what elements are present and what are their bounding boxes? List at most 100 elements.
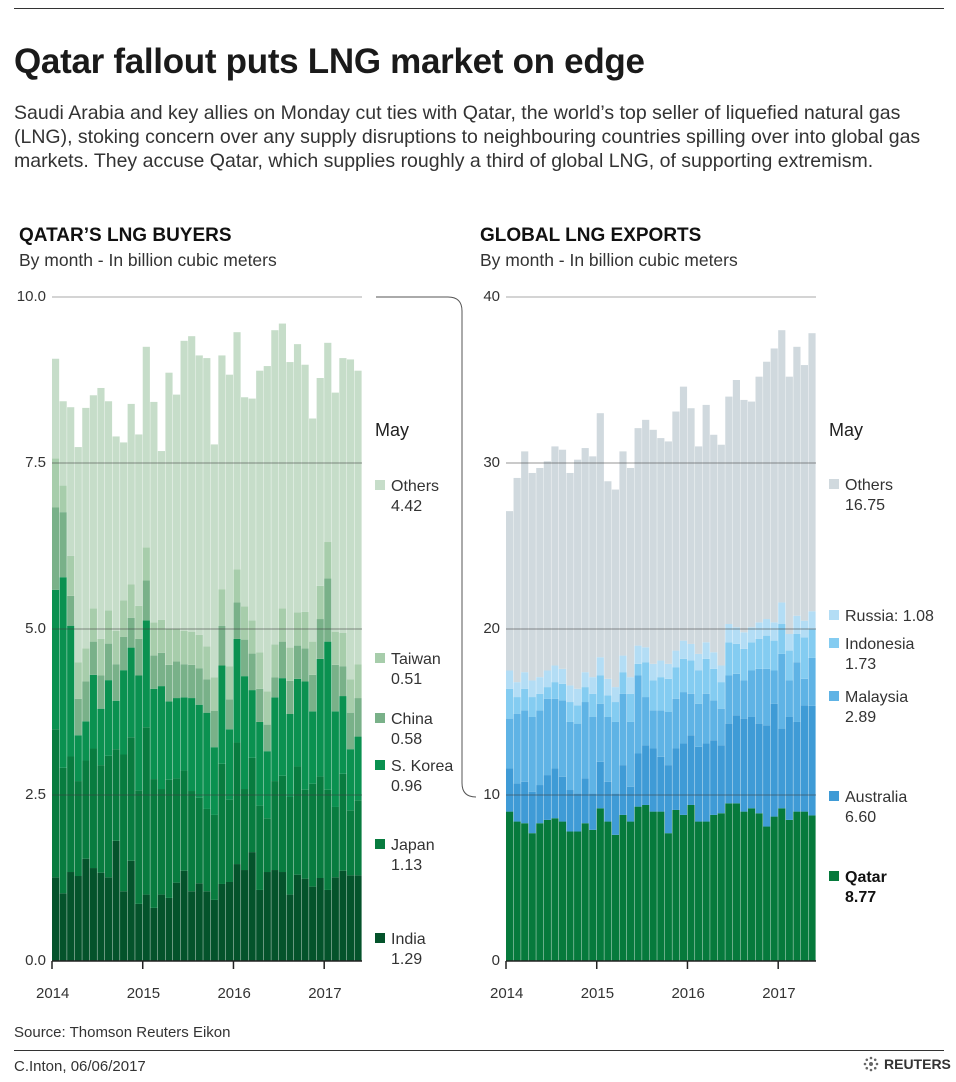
- left-legend-title: May: [375, 420, 410, 440]
- legend-label: Malaysia: [845, 689, 909, 706]
- legend-swatch: [829, 479, 839, 489]
- bar-segment-qatar: [740, 811, 748, 961]
- bar-segment-s-korea: [278, 678, 286, 776]
- bar-segment-others: [513, 477, 521, 683]
- bar-segment-malaysia: [558, 700, 567, 777]
- bar-segment-australia: [596, 761, 604, 809]
- bar-segment-russia: [521, 672, 529, 689]
- bar-segment-india: [354, 875, 362, 961]
- bar-segment-india: [218, 883, 226, 961]
- bar-segment-others: [172, 394, 181, 629]
- legend-value: 0.51: [391, 671, 423, 688]
- bar-segment-others: [611, 489, 620, 688]
- bar-segment-s-korea: [339, 696, 347, 774]
- bar-segment-others: [778, 330, 786, 603]
- bar-segment-qatar: [657, 811, 665, 961]
- bar-segment-taiwan: [142, 547, 150, 581]
- bar-segment-russia: [672, 650, 680, 668]
- bar-segment-australia: [710, 740, 718, 815]
- bar-segment-australia: [551, 768, 559, 819]
- bracket-connector: [376, 296, 477, 798]
- bar-segment-qatar: [521, 823, 529, 961]
- bar-segment-china: [256, 688, 264, 722]
- bar-segment-japan: [316, 776, 324, 878]
- bar-segment-china: [120, 636, 128, 671]
- bar-segment-china: [97, 675, 105, 709]
- bar-segment-india: [293, 874, 302, 961]
- bar-segment-russia: [649, 663, 657, 681]
- bar-segment-qatar: [695, 821, 703, 961]
- bar-segment-indonesia: [657, 677, 665, 711]
- bar-segment-russia: [581, 672, 589, 688]
- legend-swatch: [375, 839, 385, 849]
- bar-segment-malaysia: [695, 703, 703, 747]
- bar-segment-india: [120, 891, 128, 961]
- bar-segment-australia: [717, 745, 725, 814]
- bar-segment-japan: [346, 810, 355, 876]
- page-title: Qatar fallout puts LNG market on edge: [14, 42, 645, 81]
- bar-segment-s-korea: [165, 701, 173, 780]
- bar-segment-indonesia: [604, 695, 612, 717]
- bar-segment-others: [271, 330, 279, 645]
- bar-segment-india: [127, 860, 135, 961]
- bar-segment-taiwan: [52, 458, 60, 508]
- bar-segment-qatar: [626, 821, 635, 961]
- legend-value: 1.29: [391, 951, 423, 968]
- bar-segment-qatar: [536, 823, 544, 961]
- legend-item-s-korea: S. Korea 0.96: [375, 757, 453, 797]
- bar-segment-malaysia: [747, 670, 756, 717]
- legend-label: Taiwan: [391, 651, 441, 668]
- bar-segment-others: [604, 481, 612, 679]
- bar-segment-australia: [581, 778, 589, 824]
- bar-segment-china: [316, 619, 324, 659]
- bar-segment-australia: [672, 748, 680, 810]
- bar-segment-others: [589, 456, 597, 678]
- bar-segment-others: [521, 451, 529, 673]
- bar-segment-others: [263, 366, 271, 692]
- bar-segment-others: [218, 355, 226, 590]
- bar-segment-japan: [233, 742, 241, 865]
- bar-segment-india: [150, 907, 158, 961]
- bar-segment-qatar: [725, 803, 733, 961]
- bar-segment-s-korea: [225, 729, 234, 800]
- bar-segment-china: [331, 664, 339, 712]
- bar-segment-japan: [82, 760, 90, 859]
- bar-segment-russia: [732, 627, 740, 644]
- bar-segment-indonesia: [649, 680, 657, 711]
- bar-segment-india: [203, 891, 211, 961]
- bar-segment-australia: [679, 743, 688, 815]
- bar-segment-taiwan: [59, 485, 67, 513]
- bar-segment-japan: [263, 818, 271, 873]
- bar-segment-malaysia: [574, 723, 582, 794]
- bar-segment-china: [188, 664, 196, 699]
- bar-segment-india: [104, 877, 113, 961]
- bar-segment-indonesia: [755, 638, 763, 669]
- bar-segment-malaysia: [626, 721, 635, 787]
- bar-segment-india: [142, 894, 150, 961]
- bar-segment-indonesia: [551, 682, 559, 699]
- bar-segment-others: [89, 395, 97, 609]
- x-tick-label: 2014: [490, 985, 524, 1002]
- bar-segment-others: [67, 407, 75, 556]
- bar-segment-china: [104, 643, 113, 681]
- bar-segment-japan: [331, 806, 339, 878]
- bar-segment-taiwan: [165, 628, 173, 665]
- bar-segment-s-korea: [82, 721, 90, 761]
- legend-item-australia: Australia 6.60: [829, 788, 907, 828]
- bar-segment-others: [543, 461, 551, 671]
- bar-segment-russia: [619, 655, 627, 673]
- bar-segment-others: [286, 362, 294, 648]
- bar-segment-others: [793, 346, 801, 616]
- bar-segment-s-korea: [248, 690, 256, 758]
- bar-segment-taiwan: [278, 608, 286, 642]
- bar-segment-qatar: [800, 811, 809, 961]
- bar-segment-russia: [687, 643, 695, 661]
- bar-segment-russia: [793, 615, 801, 634]
- bar-segment-china: [218, 625, 226, 666]
- bar-segment-others: [301, 364, 309, 612]
- bar-segment-malaysia: [755, 668, 763, 724]
- bar-segment-india: [165, 897, 173, 961]
- bar-segment-s-korea: [301, 681, 309, 790]
- bar-segment-others: [120, 442, 128, 601]
